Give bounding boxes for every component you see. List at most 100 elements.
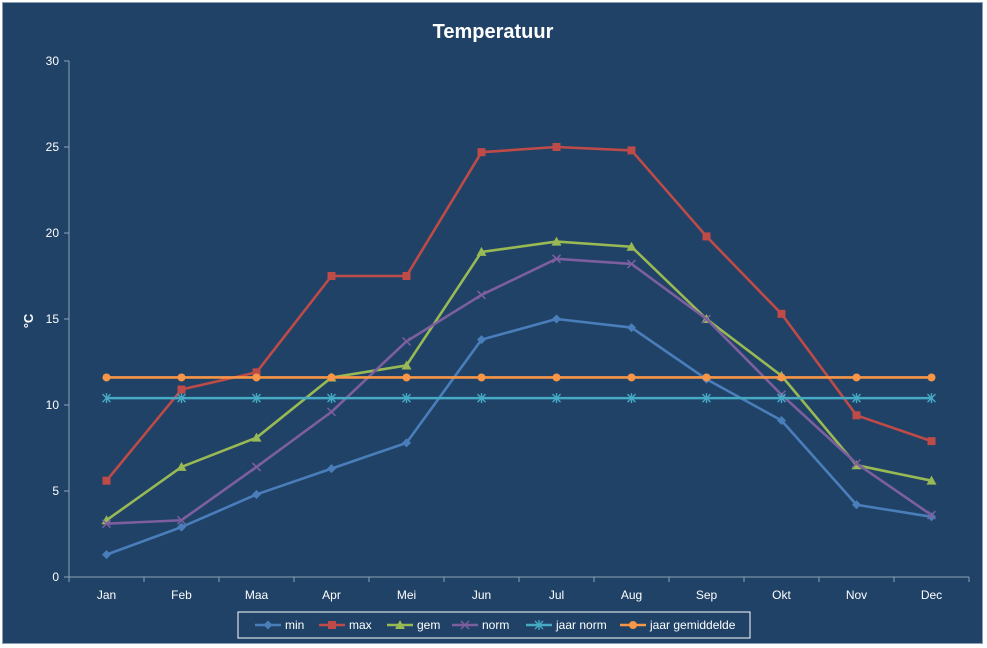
data-point bbox=[477, 335, 486, 345]
data-point bbox=[401, 336, 412, 346]
y-tick-label: 5 bbox=[52, 484, 59, 498]
x-tick-label: Jul bbox=[549, 588, 564, 602]
x-tick-label: Sep bbox=[696, 588, 718, 602]
y-axis-title: °C bbox=[21, 313, 36, 328]
data-point bbox=[402, 272, 411, 280]
data-point bbox=[552, 314, 561, 324]
data-point bbox=[251, 462, 262, 472]
data-point bbox=[252, 373, 261, 382]
data-point bbox=[626, 241, 637, 251]
legend-label: min bbox=[285, 618, 304, 632]
series-jaar-norm bbox=[102, 393, 936, 404]
series-line bbox=[106, 257, 933, 525]
x-tick-label: Mei bbox=[397, 588, 416, 602]
y-tick-label: 0 bbox=[52, 570, 59, 584]
data-point bbox=[251, 432, 262, 442]
legend-item-norm: norm bbox=[452, 618, 509, 632]
data-point bbox=[777, 373, 786, 382]
data-point bbox=[627, 373, 636, 382]
data-point bbox=[852, 373, 861, 382]
chart-title: Temperatuur bbox=[433, 21, 554, 43]
data-point bbox=[777, 309, 786, 318]
data-point bbox=[402, 393, 411, 404]
x-tick-label: Feb bbox=[171, 588, 192, 602]
data-point bbox=[252, 489, 261, 499]
x-tick-label: Apr bbox=[322, 588, 341, 602]
data-point bbox=[927, 437, 936, 446]
legend-label: gem bbox=[417, 618, 440, 632]
legend-marker bbox=[460, 620, 470, 630]
x-tick-label: Okt bbox=[772, 588, 791, 602]
data-point bbox=[402, 438, 411, 448]
data-point bbox=[327, 373, 336, 382]
data-point bbox=[552, 143, 561, 151]
legend-marker bbox=[629, 621, 637, 629]
data-point bbox=[702, 232, 711, 241]
series-jaar-gemiddelde bbox=[102, 373, 936, 382]
legend-item-max: max bbox=[319, 618, 372, 632]
x-tick-label: Nov bbox=[846, 588, 867, 602]
legend-item-min: min bbox=[255, 618, 304, 632]
x-tick-label: Jan bbox=[97, 588, 116, 602]
y-tick-label: 15 bbox=[46, 312, 60, 326]
data-point bbox=[552, 393, 561, 404]
data-point bbox=[326, 407, 337, 417]
legend-marker bbox=[534, 620, 544, 630]
data-point bbox=[327, 464, 336, 474]
data-point bbox=[177, 522, 186, 532]
legend-item-jaar-norm: jaar norm bbox=[526, 618, 607, 632]
data-point bbox=[477, 373, 486, 382]
data-point bbox=[101, 519, 112, 529]
data-point bbox=[252, 393, 261, 404]
y-tick-label: 20 bbox=[46, 226, 60, 240]
data-point bbox=[777, 415, 786, 425]
data-point bbox=[702, 373, 711, 382]
data-point bbox=[851, 458, 862, 469]
line-chart: Temperatuur °C 0 5 10 15 20 25 30 Jan Feb Maa Apr M… bbox=[21, 21, 970, 639]
data-point bbox=[102, 393, 111, 404]
y-tick-label: 25 bbox=[46, 140, 60, 154]
data-point bbox=[927, 373, 936, 382]
data-point bbox=[327, 393, 336, 404]
x-tick-label: Maa bbox=[245, 588, 269, 602]
x-tick-label: Dec bbox=[921, 588, 942, 602]
y-tick-label: 10 bbox=[46, 398, 60, 412]
data-point bbox=[476, 246, 487, 256]
data-point bbox=[551, 236, 562, 246]
legend: min max gem norm jaar norm jaar gemiddelde bbox=[237, 611, 751, 639]
data-point bbox=[177, 385, 186, 394]
data-point bbox=[102, 476, 111, 485]
x-tick-label: Aug bbox=[621, 588, 642, 602]
series-line bbox=[106, 317, 932, 556]
series-max bbox=[102, 143, 936, 485]
legend-marker bbox=[263, 620, 273, 630]
data-point bbox=[701, 314, 712, 324]
legend-marker bbox=[328, 621, 336, 629]
data-point bbox=[327, 272, 336, 280]
data-point bbox=[626, 259, 637, 269]
data-point bbox=[552, 373, 561, 382]
data-point bbox=[477, 148, 486, 157]
legend-marker bbox=[395, 620, 405, 629]
data-point bbox=[476, 290, 487, 300]
series-line bbox=[105, 145, 932, 482]
legend-label: jaar norm bbox=[555, 618, 607, 632]
data-point bbox=[102, 550, 111, 560]
data-point bbox=[551, 254, 562, 264]
data-point bbox=[402, 373, 411, 382]
legend-label: jaar gemiddelde bbox=[649, 618, 736, 632]
series-layer bbox=[101, 143, 937, 560]
legend-box bbox=[237, 611, 751, 639]
legend-item-gem: gem bbox=[387, 618, 440, 632]
data-point bbox=[176, 461, 187, 471]
data-point bbox=[852, 411, 861, 420]
axes: 0 5 10 15 20 25 30 Jan Feb Maa Apr Mei Jun Jul Aug Sep O… bbox=[46, 54, 970, 602]
data-point bbox=[926, 510, 937, 520]
data-point bbox=[927, 393, 936, 404]
series-line bbox=[105, 240, 932, 522]
series-norm bbox=[101, 254, 937, 529]
data-point bbox=[177, 373, 186, 382]
y-tick-label: 30 bbox=[46, 54, 60, 68]
series-min bbox=[102, 314, 936, 560]
